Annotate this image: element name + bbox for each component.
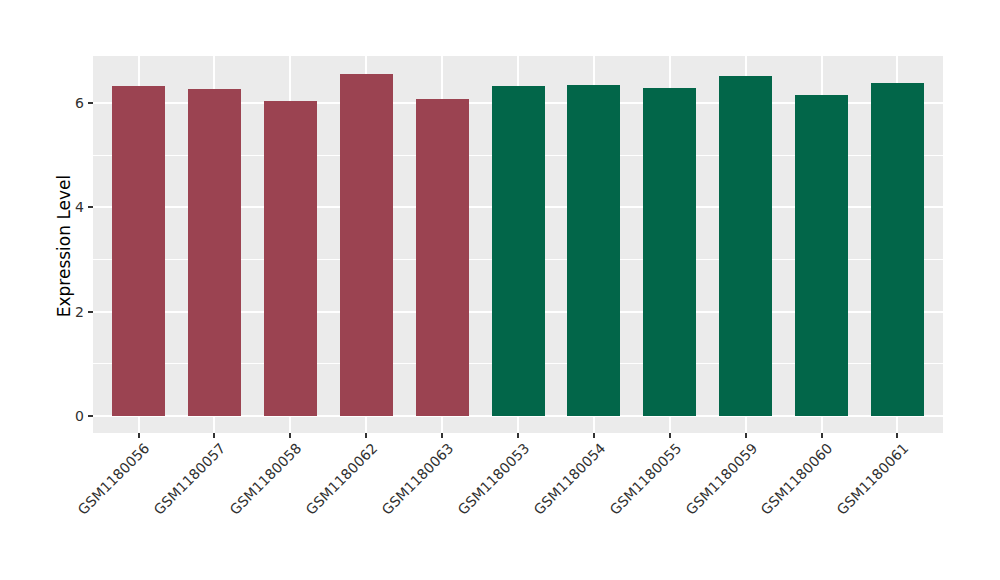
x-tick-label-GSM1180060: GSM1180060 [758,440,836,518]
x-tick-label-GSM1180056: GSM1180056 [75,440,153,518]
x-tick-GSM1180053 [517,433,519,438]
bar-GSM1180061 [871,83,924,416]
x-tick-label-GSM1180053: GSM1180053 [454,440,532,518]
bar-GSM1180059 [719,76,772,416]
x-tick-GSM1180060 [821,433,823,438]
x-tick-label-GSM1180063: GSM1180063 [379,440,457,518]
x-tick-GSM1180058 [289,433,291,438]
plot-panel [93,56,943,433]
y-tick-label-6: 6 [38,95,84,111]
x-tick-GSM1180062 [365,433,367,438]
bar-GSM1180058 [264,101,317,416]
x-tick-label-GSM1180055: GSM1180055 [606,440,684,518]
x-tick-label-GSM1180059: GSM1180059 [682,440,760,518]
x-tick-label-GSM1180058: GSM1180058 [227,440,305,518]
bar-GSM1180056 [112,86,165,416]
x-tick-GSM1180057 [213,433,215,438]
expression-bar-chart: Expression Level GSM1180056GSM1180057GSM… [0,0,1000,580]
bar-GSM1180053 [492,86,545,416]
bar-GSM1180060 [795,95,848,416]
x-tick-label-GSM1180062: GSM1180062 [303,440,381,518]
y-tick-label-2: 2 [38,304,84,320]
bar-GSM1180054 [567,85,620,416]
y-axis-title: Expression Level [54,175,74,318]
x-tick-label-GSM1180054: GSM1180054 [530,440,608,518]
x-tick-GSM1180055 [669,433,671,438]
bar-GSM1180062 [340,74,393,416]
bar-GSM1180055 [643,88,696,416]
bar-GSM1180057 [188,89,241,416]
x-tick-GSM1180061 [896,433,898,438]
x-tick-GSM1180059 [745,433,747,438]
x-tick-label-GSM1180061: GSM1180061 [834,440,912,518]
x-tick-GSM1180063 [441,433,443,438]
x-tick-GSM1180056 [138,433,140,438]
y-tick-label-4: 4 [38,199,84,215]
x-tick-label-GSM1180057: GSM1180057 [151,440,229,518]
bar-GSM1180063 [416,99,469,416]
y-tick-label-0: 0 [38,408,84,424]
x-tick-GSM1180054 [593,433,595,438]
